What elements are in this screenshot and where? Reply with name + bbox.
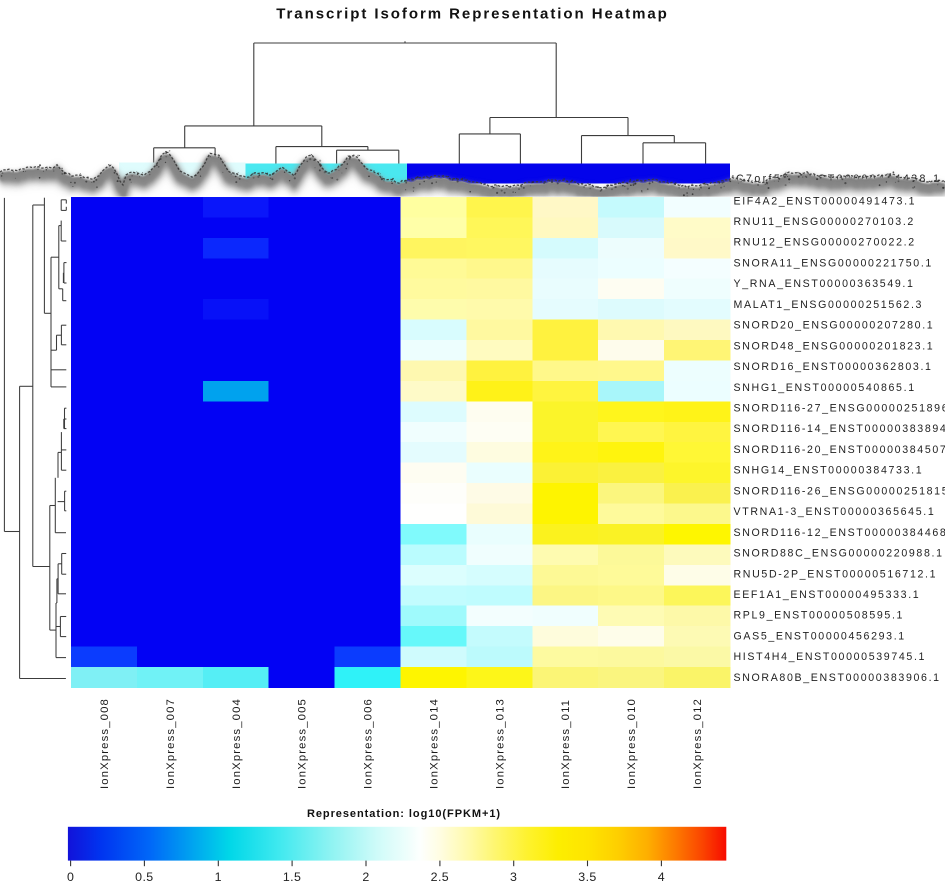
- svg-text:HIST4H4_ENST00000539745.1: HIST4H4_ENST00000539745.1: [734, 651, 927, 663]
- svg-text:IonXpress_011: IonXpress_011: [560, 699, 572, 789]
- svg-text:GAS5_ENST00000456293.1: GAS5_ENST00000456293.1: [734, 630, 906, 642]
- svg-text:1.5: 1.5: [283, 870, 301, 884]
- svg-text:2: 2: [362, 870, 369, 884]
- svg-text:VTRNA1-3_ENST00000365645.1: VTRNA1-3_ENST00000365645.1: [734, 506, 936, 518]
- svg-text:Transcript Isoform Representat: Transcript Isoform Representation Heatma…: [276, 6, 669, 23]
- svg-text:SNORD16_ENST00000362803.1: SNORD16_ENST00000362803.1: [734, 361, 933, 373]
- svg-text:IonXpress_010: IonXpress_010: [626, 698, 638, 789]
- svg-text:SNORD48_ENSG00000201823.1: SNORD48_ENSG00000201823.1: [734, 340, 935, 352]
- svg-text:RPL9_ENST00000508595.1: RPL9_ENST00000508595.1: [734, 610, 905, 622]
- svg-text:0: 0: [67, 870, 74, 884]
- svg-text:SNHG14_ENST00000384733.1: SNHG14_ENST00000384733.1: [734, 465, 924, 477]
- svg-text:2.5: 2.5: [431, 870, 449, 884]
- svg-text:SNHG1_ENST00000540865.1: SNHG1_ENST00000540865.1: [734, 382, 916, 394]
- svg-text:EIF4A2_ENST00000491473.1: EIF4A2_ENST00000491473.1: [734, 195, 917, 207]
- svg-text:IonXpress_006: IonXpress_006: [363, 698, 375, 789]
- svg-text:IonXpress_004: IonXpress_004: [231, 698, 243, 789]
- svg-text:3: 3: [510, 870, 517, 884]
- svg-text:SNORD20_ENSG00000207280.1: SNORD20_ENSG00000207280.1: [734, 320, 935, 332]
- svg-text:SNORA11_ENSG00000221750.1: SNORA11_ENSG00000221750.1: [734, 258, 933, 270]
- svg-text:3.5: 3.5: [578, 870, 596, 884]
- svg-text:IonXpress_008: IonXpress_008: [99, 698, 111, 789]
- svg-text:SNORD116-12_ENST00000384468: SNORD116-12_ENST00000384468: [734, 527, 945, 539]
- svg-text:SNORD116-14_ENST00000383894: SNORD116-14_ENST00000383894: [734, 423, 945, 435]
- svg-text:IonXpress_013: IonXpress_013: [494, 698, 506, 789]
- svg-text:MALAT1_ENSG00000251562.3: MALAT1_ENSG00000251562.3: [734, 299, 924, 311]
- svg-text:SNORA80B_ENST00000383906.1: SNORA80B_ENST00000383906.1: [734, 672, 941, 684]
- svg-text:IonXpress_012: IonXpress_012: [692, 698, 704, 789]
- svg-text:Y_RNA_ENST00000363549.1: Y_RNA_ENST00000363549.1: [734, 278, 915, 290]
- svg-text:SNORD88C_ENSG00000220988.1: SNORD88C_ENSG00000220988.1: [734, 548, 944, 560]
- svg-text:4: 4: [658, 870, 665, 884]
- svg-text:RNU5D-2P_ENST00000516712.1: RNU5D-2P_ENST00000516712.1: [734, 568, 938, 580]
- svg-text:IonXpress_007: IonXpress_007: [165, 698, 177, 789]
- svg-text:RNU12_ENSG00000270022.2: RNU12_ENSG00000270022.2: [734, 237, 916, 249]
- svg-text:0.5: 0.5: [135, 870, 153, 884]
- svg-text:SNORD116-26_ENSG00000251815: SNORD116-26_ENSG00000251815: [734, 485, 945, 497]
- svg-text:EEF1A1_ENST00000495333.1: EEF1A1_ENST00000495333.1: [734, 589, 921, 601]
- svg-text:IonXpress_014: IonXpress_014: [429, 698, 441, 789]
- svg-text:SNORD116-20_ENST00000384507: SNORD116-20_ENST00000384507: [734, 444, 945, 456]
- svg-text:RNU11_ENSG00000270103.2: RNU11_ENSG00000270103.2: [734, 216, 915, 228]
- svg-text:1: 1: [215, 870, 222, 884]
- svg-text:SNORD116-27_ENSG00000251896: SNORD116-27_ENSG00000251896: [734, 403, 945, 415]
- svg-text:IonXpress_005: IonXpress_005: [297, 698, 309, 789]
- svg-text:Representation: log10(FPKM+1): Representation: log10(FPKM+1): [307, 808, 501, 820]
